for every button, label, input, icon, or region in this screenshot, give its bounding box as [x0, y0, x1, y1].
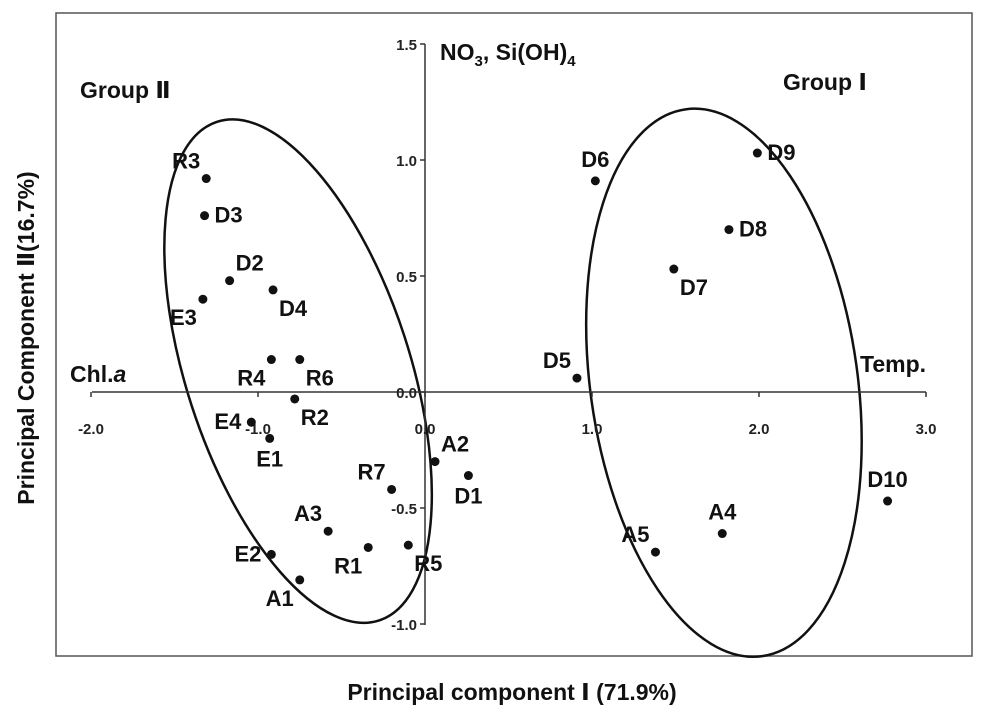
point-label-a3: A3: [294, 501, 322, 526]
group-label: Group Ⅰ: [783, 69, 867, 95]
point-label-e2: E2: [234, 541, 261, 566]
y-tick-marks: 1.5 1.0 0.5 0.0 -0.5 -1.0: [391, 37, 425, 634]
point-marker-a4: [717, 529, 727, 539]
point-label-d9: D9: [767, 140, 795, 165]
point-label-e1: E1: [256, 446, 283, 471]
y-axis-title: Principal Component Ⅱ(16.7%): [13, 171, 39, 504]
point-label-d1: D1: [454, 484, 482, 509]
point-label-e4: E4: [214, 409, 242, 434]
point-label-r7: R7: [357, 459, 385, 484]
point-marker-e4: [246, 417, 256, 427]
x-axis-left-annotation: Chl.a: [70, 361, 126, 387]
point-marker-d3: [200, 211, 210, 221]
point-marker-e1: [265, 433, 275, 443]
group-label: Group Ⅱ: [80, 77, 171, 103]
point-marker-d10: [883, 496, 893, 506]
x-tick-marks: -2.0 -1.0 0.0 1.0 2.0 3.0: [78, 392, 936, 438]
point-label-r6: R6: [306, 366, 334, 391]
point-label-r2: R2: [301, 405, 329, 430]
point-label-a4: A4: [708, 500, 737, 525]
point-marker-e3: [198, 294, 208, 304]
point-marker-d8: [724, 225, 734, 235]
y-axis-annotation: NO3, Si(OH)4: [440, 39, 576, 70]
point-marker-d9: [752, 148, 762, 158]
y-tick-label: 1.5: [396, 37, 417, 54]
point-label-d8: D8: [739, 217, 767, 242]
point-marker-d2: [225, 276, 235, 286]
point-label-r4: R4: [237, 366, 266, 391]
point-marker-a2: [430, 457, 440, 467]
plot-frame: [55, 12, 973, 657]
y-tick-label: 0.5: [396, 269, 417, 286]
point-label-d3: D3: [215, 203, 243, 228]
x-tick-label: 1.0: [582, 421, 603, 438]
x-tick-label: 2.0: [749, 421, 770, 438]
point-marker-d5: [572, 373, 582, 383]
x-axis-title: Principal component Ⅰ (71.9%): [347, 679, 676, 705]
point-marker-d6: [590, 176, 600, 186]
point-label-d5: D5: [543, 348, 571, 373]
point-marker-d4: [268, 285, 278, 295]
point-label-r5: R5: [414, 551, 442, 576]
point-marker-a5: [650, 547, 660, 557]
point-marker-a3: [323, 526, 333, 536]
point-label-d7: D7: [680, 275, 708, 300]
point-marker-r3: [201, 174, 211, 184]
group-ellipse: [163, 118, 434, 625]
y-tick-label: -1.0: [391, 617, 417, 634]
point-label-r3: R3: [172, 149, 200, 174]
x-axis-right-annotation: Temp.: [860, 351, 926, 377]
point-marker-r5: [403, 540, 413, 550]
point-marker-d1: [463, 471, 473, 481]
point-label-a2: A2: [441, 432, 469, 457]
point-marker-r6: [295, 355, 305, 365]
x-tick-label: 3.0: [916, 421, 937, 438]
point-label-e3: E3: [170, 305, 197, 330]
point-label-d2: D2: [236, 251, 264, 276]
point-label-d10: D10: [867, 467, 907, 492]
point-marker-r2: [290, 394, 300, 404]
point-marker-r7: [387, 484, 397, 494]
x-tick-label: -2.0: [78, 421, 104, 438]
point-label-d6: D6: [581, 147, 609, 172]
data-points: R3 D3 D2 D4 E3 R4 R6 R2 E4 E1 R7 A2 D1 A3 E2 R1 R5 A1 D6 D9…: [170, 140, 908, 611]
point-marker-r4: [266, 355, 276, 365]
group-ellipse: [584, 107, 863, 658]
y-tick-label: 1.0: [396, 153, 417, 170]
point-label-d4: D4: [279, 296, 308, 321]
point-marker-d7: [669, 264, 679, 274]
group-ellipses: Group Ⅱ Group Ⅰ: [80, 69, 867, 658]
point-marker-e2: [266, 549, 276, 559]
point-label-a5: A5: [621, 522, 649, 547]
y-tick-label: 0.0: [396, 385, 417, 402]
point-marker-r1: [363, 542, 373, 552]
point-marker-a1: [295, 575, 305, 585]
x-tick-label: 0.0: [415, 421, 436, 438]
point-label-r1: R1: [334, 553, 362, 578]
point-label-a1: A1: [266, 586, 294, 611]
y-tick-label: -0.5: [391, 501, 417, 518]
